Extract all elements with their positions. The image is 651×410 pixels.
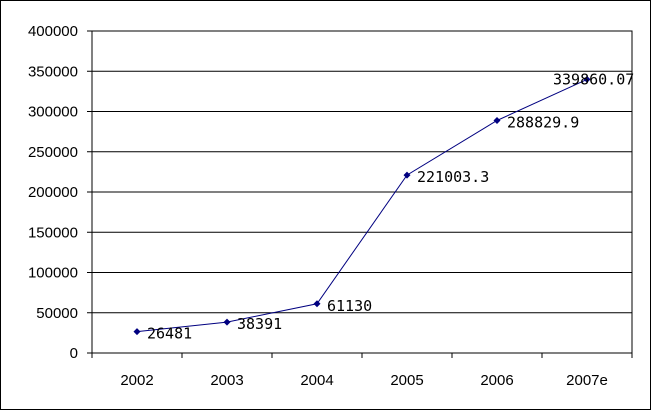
x-tick-label: 2006 (480, 372, 513, 389)
data-labels: 26481 38391 61130 221003.3 288829.9 339860.07 (147, 70, 634, 342)
data-label: 339860.07 (553, 70, 634, 88)
x-tick-label: 2002 (120, 372, 153, 389)
y-tick-label: 250000 (28, 144, 78, 161)
y-tick-label: 150000 (28, 224, 78, 241)
x-tick-label: 2005 (390, 372, 423, 389)
y-tick-label: 400000 (28, 23, 78, 40)
data-point-marker (403, 171, 411, 179)
y-tick-label: 100000 (28, 265, 78, 282)
data-label: 221003.3 (417, 168, 489, 186)
data-label: 26481 (147, 325, 192, 343)
data-point-marker (493, 116, 501, 124)
y-tick-label: 50000 (36, 305, 78, 322)
data-label: 288829.9 (507, 113, 579, 131)
x-axis: 2002 2003 2004 2005 2006 2007e (91, 353, 633, 389)
data-label: 38391 (237, 315, 282, 333)
data-point-marker (313, 300, 321, 308)
x-tick-label: 2004 (300, 372, 333, 389)
series-group (133, 75, 591, 336)
y-tick-label: 200000 (28, 184, 78, 201)
y-tick-label: 300000 (28, 104, 78, 121)
gridlines (92, 70, 632, 314)
data-point-marker (133, 328, 141, 336)
y-tick-label: 350000 (28, 63, 78, 80)
data-point-marker (223, 318, 231, 326)
data-label: 61130 (327, 297, 372, 315)
x-tick-label: 2003 (210, 372, 243, 389)
x-tick-label: 2007e (566, 372, 608, 389)
y-tick-label: 0 (70, 345, 78, 362)
y-axis: 0 50000 100000 150000 200000 250000 300000 3500… (28, 23, 92, 362)
data-point-marker (583, 75, 591, 83)
series-line (136, 78, 588, 333)
